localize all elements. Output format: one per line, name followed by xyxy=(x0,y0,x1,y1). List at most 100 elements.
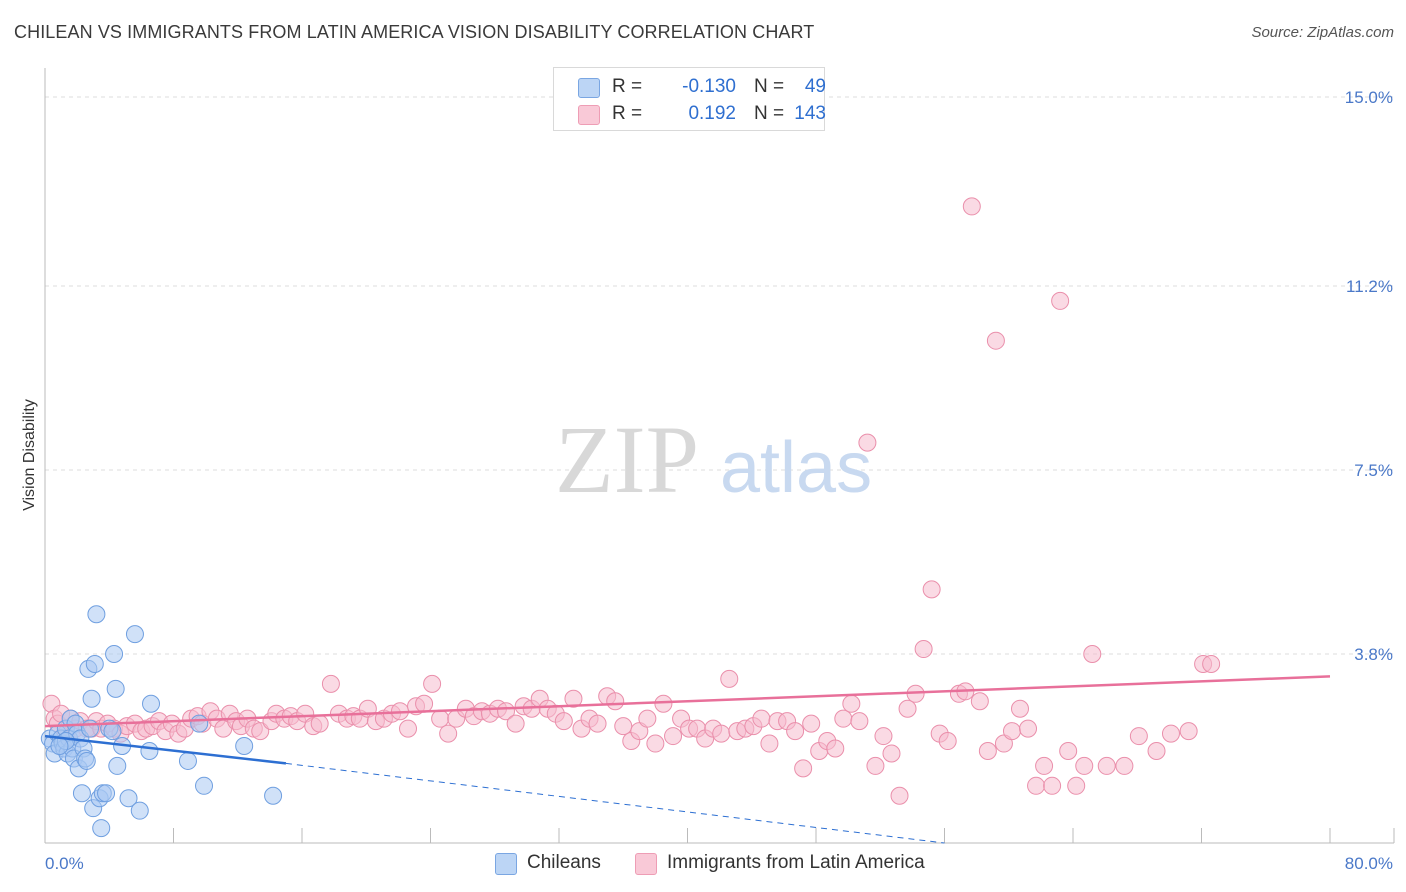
series-legend-label: Immigrants from Latin America xyxy=(667,852,925,873)
immigrants-point-98 xyxy=(752,709,771,728)
legend-n-label: N = xyxy=(754,103,785,124)
trend-lines xyxy=(44,675,1331,844)
chileans-point-37 xyxy=(119,789,138,808)
trend-line-chileans-extension xyxy=(285,762,945,844)
immigrants-point-114 xyxy=(882,744,901,763)
immigrants-point-111 xyxy=(858,433,877,452)
immigrants-point-108 xyxy=(834,709,853,728)
legend-n-label: N = xyxy=(754,76,785,97)
chileans-point-45 xyxy=(235,737,254,756)
series-chileans-points xyxy=(40,605,283,838)
chileans-point-17 xyxy=(72,784,91,803)
immigrants-point-113 xyxy=(874,727,893,746)
y-axis-label: Vision Disability xyxy=(21,399,38,511)
watermark-atlas: atlas xyxy=(720,428,872,508)
axes xyxy=(44,68,1395,844)
legend-r-label: R = xyxy=(612,76,643,97)
chileans-point-32 xyxy=(103,722,122,741)
immigrants-point-135 xyxy=(1051,291,1070,310)
trend-line-chileans xyxy=(44,734,287,765)
immigrants-point-126 xyxy=(978,741,997,760)
immigrants-point-81 xyxy=(614,717,633,736)
chileans-point-42 xyxy=(178,751,197,770)
chileans-point-30 xyxy=(97,784,116,803)
x-tick-label-min: 0.0% xyxy=(45,854,84,873)
legend-swatch-blue xyxy=(495,853,517,875)
immigrants-point-142 xyxy=(1129,727,1148,746)
chileans-point-35 xyxy=(108,756,127,775)
immigrants-point-147 xyxy=(1202,654,1221,673)
immigrants-point-45 xyxy=(321,674,340,693)
immigrants-point-136 xyxy=(1059,741,1078,760)
immigrants-point-130 xyxy=(1010,699,1029,718)
immigrants-point-115 xyxy=(890,786,909,805)
immigrants-point-141 xyxy=(1115,756,1134,775)
immigrants-point-84 xyxy=(638,709,657,728)
immigrants-point-132 xyxy=(1027,776,1046,795)
immigrants-point-68 xyxy=(506,714,525,733)
chileans-point-43 xyxy=(190,714,209,733)
immigrants-point-36 xyxy=(251,722,270,741)
series-legend-label: Chileans xyxy=(527,852,601,873)
immigrants-point-109 xyxy=(842,694,861,713)
immigrants-point-110 xyxy=(850,712,869,731)
legend-r-value: 0.192 xyxy=(688,103,736,124)
y-tick-label-2: 11.2% xyxy=(1346,277,1393,296)
y-tick-label-0: 3.8% xyxy=(1354,645,1393,664)
immigrants-point-107 xyxy=(826,739,845,758)
series-legend: Chileans Immigrants from Latin America xyxy=(0,852,1406,878)
immigrants-point-133 xyxy=(1035,756,1054,775)
chileans-point-28 xyxy=(92,819,111,838)
chart-source: Source: ZipAtlas.com xyxy=(1251,24,1394,41)
immigrants-point-102 xyxy=(786,722,805,741)
immigrants-point-60 xyxy=(439,724,458,743)
chileans-point-34 xyxy=(106,679,125,698)
immigrants-point-86 xyxy=(654,694,673,713)
immigrants-point-78 xyxy=(588,714,607,733)
trend-line-immigrants xyxy=(44,675,1331,728)
immigrants-point-112 xyxy=(866,756,885,775)
watermark: ZIP atlas xyxy=(555,406,872,513)
chileans-point-22 xyxy=(80,719,99,738)
chileans-point-38 xyxy=(125,625,144,644)
immigrants-point-57 xyxy=(415,694,434,713)
immigrants-point-55 xyxy=(399,719,418,738)
immigrants-point-94 xyxy=(720,669,739,688)
chileans-point-48 xyxy=(50,737,69,756)
correlation-legend: R = -0.130 N = 49 R = 0.192 N = 143 xyxy=(553,67,826,131)
immigrants-point-131 xyxy=(1019,719,1038,738)
immigrants-point-116 xyxy=(898,699,917,718)
legend-swatch-pink xyxy=(635,853,657,875)
chileans-point-26 xyxy=(87,605,106,624)
legend-r-value: -0.130 xyxy=(682,76,736,97)
watermark-zip: ZIP xyxy=(555,406,699,513)
immigrants-point-59 xyxy=(431,709,450,728)
immigrants-point-129 xyxy=(1002,722,1021,741)
legend-n-value: 143 xyxy=(794,103,826,124)
immigrants-point-87 xyxy=(664,727,683,746)
immigrants-point-145 xyxy=(1179,722,1198,741)
immigrants-point-137 xyxy=(1067,776,1086,795)
immigrants-point-58 xyxy=(423,674,442,693)
chileans-point-25 xyxy=(85,654,104,673)
chileans-point-33 xyxy=(105,645,124,664)
immigrants-point-85 xyxy=(646,734,665,753)
chileans-point-23 xyxy=(82,689,101,708)
x-tick-label-max: 80.0% xyxy=(1345,854,1393,873)
immigrants-point-125 xyxy=(970,692,989,711)
legend-r-label: R = xyxy=(612,103,643,124)
immigrants-point-104 xyxy=(802,714,821,733)
y-tick-label-1: 7.5% xyxy=(1354,461,1393,480)
chart-title: CHILEAN VS IMMIGRANTS FROM LATIN AMERICA… xyxy=(14,22,815,42)
chileans-point-46 xyxy=(264,786,283,805)
chileans-point-20 xyxy=(77,751,96,770)
y-tick-labels: 3.8% 7.5% 11.2% 15.0% xyxy=(1345,88,1393,664)
chileans-point-40 xyxy=(140,741,159,760)
x-tick-labels: 0.0% 80.0% xyxy=(45,854,1393,873)
immigrants-point-144 xyxy=(1161,724,1180,743)
immigrants-point-118 xyxy=(914,640,933,659)
immigrants-point-127 xyxy=(986,331,1005,350)
immigrants-point-143 xyxy=(1147,741,1166,760)
immigrants-point-75 xyxy=(564,689,583,708)
immigrants-point-140 xyxy=(1097,756,1116,775)
